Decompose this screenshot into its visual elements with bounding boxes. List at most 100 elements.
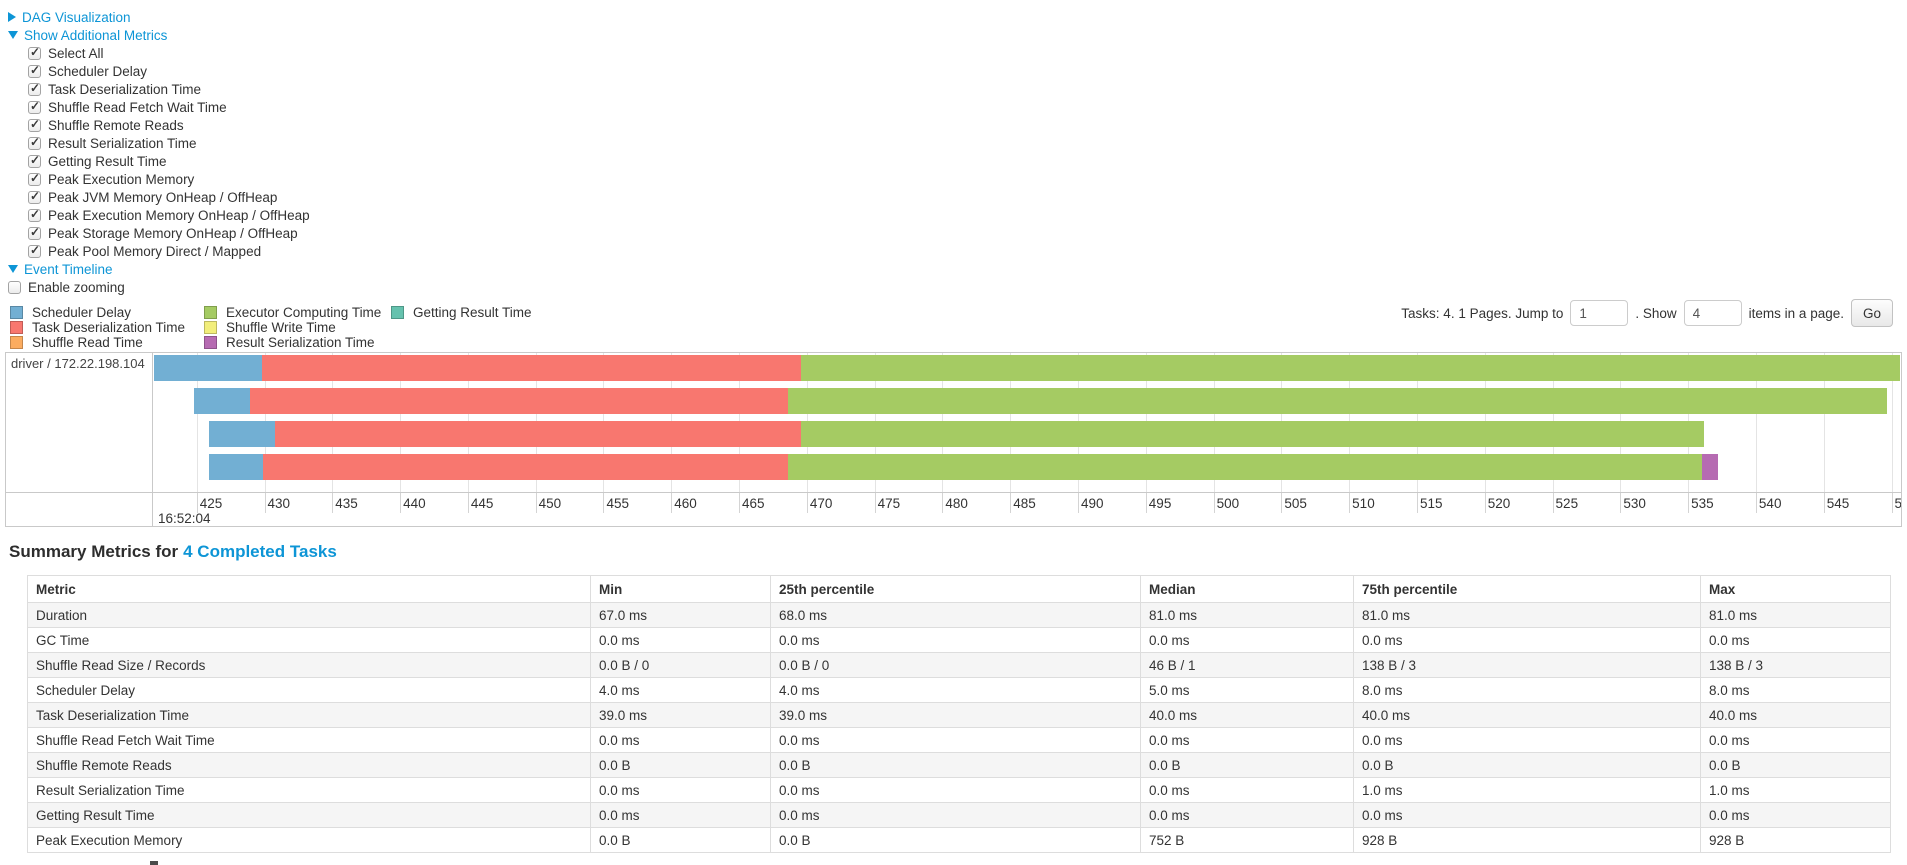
metric-checkbox[interactable]: [28, 243, 41, 258]
summary-value: 39.0 ms: [590, 702, 771, 728]
legend-item: Scheduler Delay: [10, 305, 204, 320]
legend-item: Task Deserialization Time: [10, 320, 204, 335]
summary-row: Scheduler Delay 4.0 ms 4.0 ms 5.0 ms 8.0 ms 8…: [27, 677, 1891, 703]
timeline-bar-task-deserialization[interactable]: [249, 388, 788, 414]
metric-checkbox-row: Shuffle Remote Reads: [8, 116, 1907, 134]
timeline-bar-task-deserialization[interactable]: [261, 355, 802, 381]
tick-label: 495: [1148, 496, 1172, 511]
completed-tasks-link[interactable]: 4 Completed Tasks: [183, 542, 337, 561]
show-additional-metrics-toggle[interactable]: Show Additional Metrics: [8, 26, 1907, 44]
metric-checkbox[interactable]: [28, 189, 41, 204]
tick-label: 425: [199, 496, 223, 511]
tick-mark: [400, 493, 402, 513]
summary-metric-name: Shuffle Remote Reads: [27, 752, 591, 778]
pagination-tasks-text: Tasks: 4. 1 Pages. Jump to: [1401, 305, 1564, 321]
legend-item: Shuffle Read Time: [10, 335, 204, 350]
timeline-bar-scheduler-delay[interactable]: [208, 421, 276, 447]
timeline-bar-scheduler-delay[interactable]: [154, 355, 262, 381]
gridline: [1755, 353, 1757, 492]
metric-checkbox-row: Result Serialization Time: [8, 134, 1907, 152]
tick-label: 455: [606, 496, 629, 511]
jump-to-page-input[interactable]: [1570, 300, 1629, 326]
pagination-bar: Tasks: 4. 1 Pages. Jump to . Show items …: [1401, 299, 1893, 327]
pagination-items-text: items in a page.: [1748, 305, 1844, 321]
summary-metric-name: Result Serialization Time: [27, 777, 591, 803]
page-size-input[interactable]: [1683, 300, 1742, 326]
metric-checkbox[interactable]: [28, 81, 41, 96]
metric-checkbox[interactable]: [28, 117, 41, 132]
summary-col-header: Max: [1700, 575, 1891, 603]
tick-mark: [1349, 493, 1351, 513]
summary-row: Duration 67.0 ms 68.0 ms 81.0 ms 81.0 ms 81.0…: [27, 602, 1891, 628]
summary-value: 68.0 ms: [770, 602, 1141, 628]
summary-metric-name: Getting Result Time: [27, 802, 591, 828]
metric-checkbox-label: Peak Execution Memory OnHeap / OffHeap: [48, 207, 310, 223]
timeline-bar-executor-computing[interactable]: [801, 421, 1705, 447]
tick-mark: [1891, 493, 1893, 513]
tick-label: 540: [1758, 496, 1782, 511]
event-timeline-label: Event Timeline: [24, 261, 113, 277]
metric-checkbox-row: Shuffle Read Fetch Wait Time: [8, 98, 1907, 116]
timeline-bar-scheduler-delay[interactable]: [208, 454, 264, 480]
timeline-bar-executor-computing[interactable]: [787, 388, 1888, 414]
metric-checkbox[interactable]: [28, 135, 41, 150]
summary-value: 752 B: [1140, 827, 1354, 853]
metric-checkbox-label: Result Serialization Time: [48, 135, 197, 151]
metric-checkbox[interactable]: [28, 153, 41, 168]
summary-value: 40.0 ms: [1140, 702, 1354, 728]
metric-checkbox-row: Scheduler Delay: [8, 62, 1907, 80]
timeline-bar-executor-computing[interactable]: [801, 355, 1900, 381]
go-button[interactable]: Go: [1850, 299, 1893, 327]
legend-label: Getting Result Time: [413, 304, 532, 320]
metric-checkbox[interactable]: [28, 63, 41, 78]
metric-checkbox[interactable]: [28, 45, 41, 60]
metric-checkbox-label: Peak Execution Memory: [48, 171, 195, 187]
summary-value: 0.0 B: [590, 752, 771, 778]
timeline-bar-task-deserialization[interactable]: [263, 454, 788, 480]
timeline-axis-line: [6, 492, 1901, 493]
legend-column: Getting Result Time: [391, 305, 532, 350]
metric-checkbox[interactable]: [28, 207, 41, 222]
summary-value: 0.0 B: [1700, 752, 1891, 778]
summary-header-row: Metric Min 25th percentile Median 75th perce…: [27, 575, 1891, 603]
timeline-bar-task-deserialization[interactable]: [275, 421, 802, 447]
tick-label: 525: [1555, 496, 1579, 511]
getting-result-swatch-icon: [391, 305, 404, 319]
enable-zooming-row: Enable zooming: [8, 278, 1907, 296]
summary-metric-name: Task Deserialization Time: [27, 702, 591, 728]
tick-label: 490: [1081, 496, 1104, 511]
metric-checkbox[interactable]: [28, 99, 41, 114]
metric-checkbox[interactable]: [28, 225, 41, 240]
summary-value: 4.0 ms: [770, 677, 1141, 703]
timeline-bar-scheduler-delay[interactable]: [193, 388, 250, 414]
tick-mark: [1823, 493, 1825, 513]
tick-mark: [1416, 493, 1418, 513]
tick-label: 550: [1894, 496, 1902, 511]
legend-column: Scheduler Delay Task Deserialization Time…: [10, 305, 204, 350]
summary-col-header: 75th percentile: [1353, 575, 1701, 603]
metric-checkbox-row: Getting Result Time: [8, 152, 1907, 170]
summary-value: 0.0 ms: [590, 727, 771, 753]
tick-mark: [332, 493, 334, 513]
event-timeline-toggle[interactable]: Event Timeline: [8, 260, 1907, 278]
executor-column: driver / 172.22.198.104: [6, 353, 153, 526]
timeline-legend: Scheduler Delay Task Deserialization Time…: [10, 305, 532, 350]
dag-visualization-toggle[interactable]: DAG Visualization: [8, 8, 1907, 26]
tick-mark: [196, 493, 198, 513]
shuffle-read-swatch-icon: [10, 335, 23, 349]
summary-value: 0.0 B: [770, 752, 1141, 778]
summary-row: Getting Result Time 0.0 ms 0.0 ms 0.0 ms 0.0…: [27, 802, 1891, 828]
summary-value: 0.0 ms: [770, 627, 1141, 653]
summary-value: 0.0 ms: [1140, 777, 1354, 803]
metric-checkbox-label: Select All: [48, 45, 104, 61]
tick-label: 445: [470, 496, 494, 511]
tick-mark: [1213, 493, 1215, 513]
metric-checkbox[interactable]: [28, 171, 41, 186]
timeline-bar-executor-computing[interactable]: [787, 454, 1702, 480]
dag-visualization-label: DAG Visualization: [22, 9, 131, 25]
tick-label: 500: [1216, 496, 1240, 511]
summary-value: 0.0 ms: [1700, 802, 1891, 828]
enable-zooming-checkbox[interactable]: [8, 280, 21, 294]
timeline-bar-result-serialization[interactable]: [1701, 454, 1718, 480]
summary-metric-name: Peak Execution Memory: [27, 827, 591, 853]
